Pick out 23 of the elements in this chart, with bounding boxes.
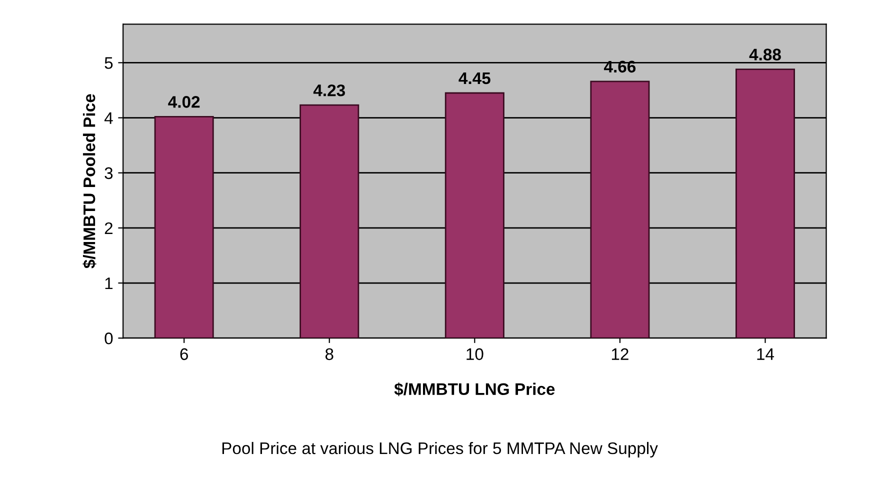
data-label: 4.45 [458, 72, 490, 84]
x-tick-label: 6 [180, 348, 188, 360]
x-axis-title: $/MMBTU LNG Price [394, 382, 555, 396]
y-tick-label: 5 [104, 57, 113, 69]
bar [444, 92, 504, 338]
x-tick-label: 8 [325, 348, 334, 360]
y-tick-label: 3 [104, 167, 113, 180]
y-tick-label: 1 [105, 278, 113, 290]
bar [735, 68, 795, 338]
y-axis-title: $/MMBTU Pooled Pice [82, 94, 96, 268]
bar [590, 80, 650, 338]
data-label: 4.02 [168, 96, 200, 108]
data-label: 4.88 [749, 48, 781, 60]
x-tick-label: 12 [612, 348, 628, 360]
text: Pool Price at various LNG Prices for 5 MMTPA New Supply [222, 442, 658, 458]
x-tick-label: 14 [757, 348, 774, 360]
y-tick-label: 0 [104, 332, 113, 344]
y-tick-label: 2 [104, 222, 112, 234]
data-label: 4.23 [313, 84, 345, 96]
y-tick-label: 4 [104, 112, 113, 124]
bar [154, 116, 214, 338]
x-tick-label: 10 [466, 348, 484, 360]
bar [300, 104, 360, 338]
